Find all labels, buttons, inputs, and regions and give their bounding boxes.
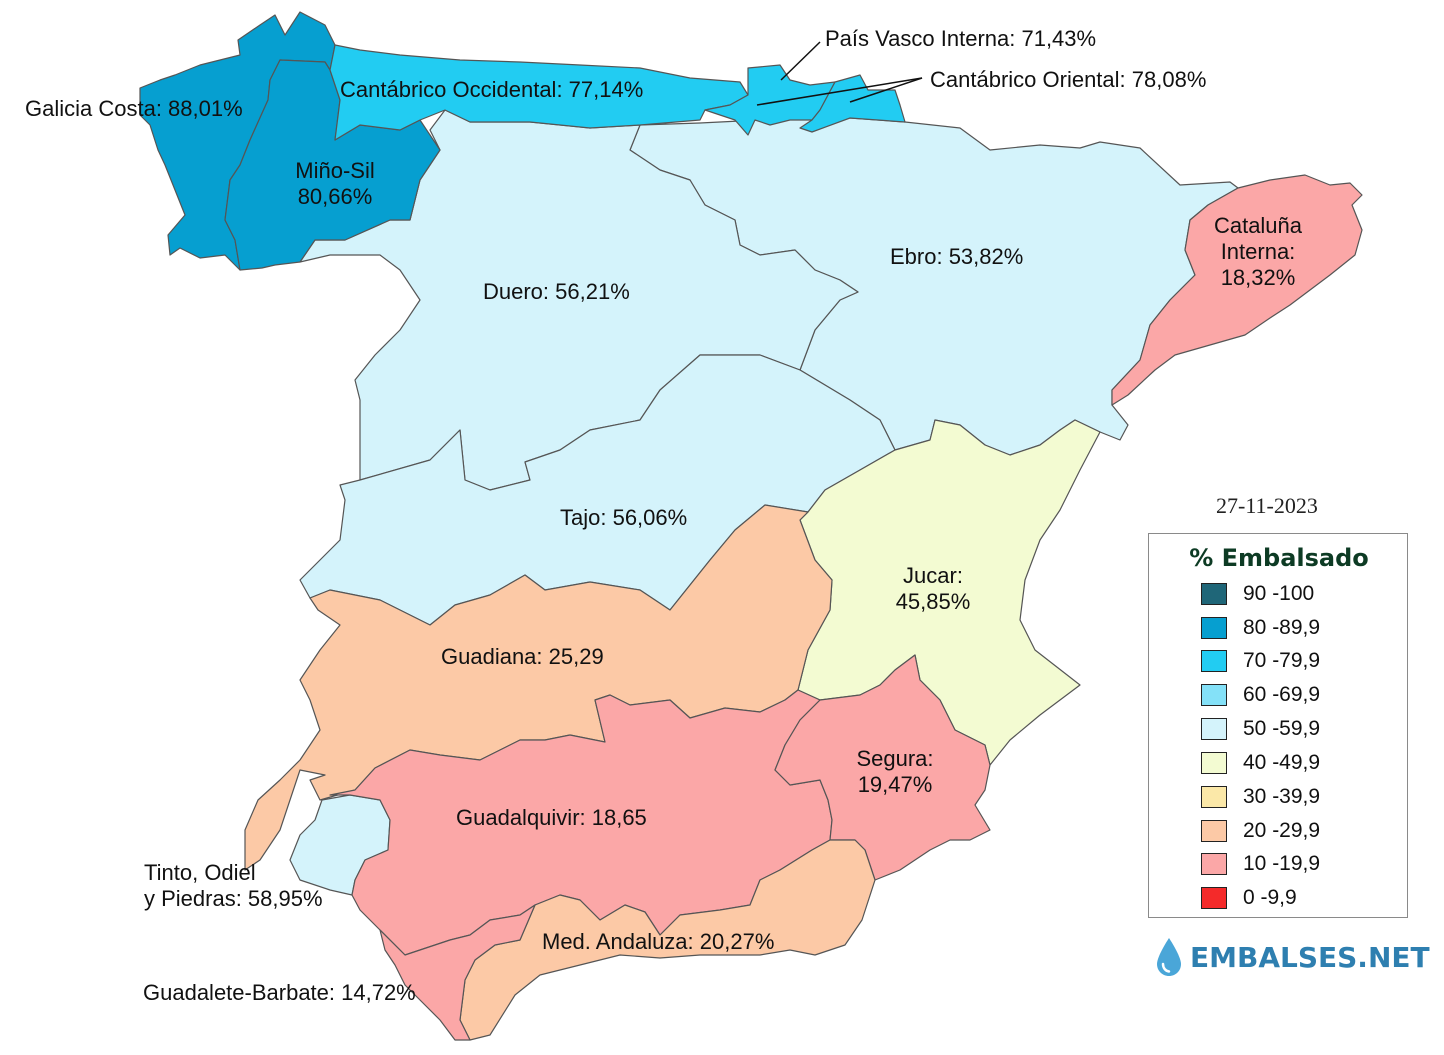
legend-swatch: [1201, 684, 1227, 706]
legend-item-label: 50 -59,9: [1243, 717, 1320, 741]
label-med-andaluza: Med. Andaluza: 20,27%: [542, 929, 774, 955]
label-cant-ori: Cantábrico Oriental: 78,08%: [930, 67, 1206, 93]
label-tinto: Tinto, Odiel y Piedras: 58,95%: [144, 860, 323, 912]
legend-title: % Embalsado: [1149, 544, 1409, 572]
label-cataluna: Cataluña Interna: 18,32%: [1198, 213, 1318, 291]
label-tajo: Tajo: 56,06%: [560, 505, 687, 531]
legend-swatch: [1201, 718, 1227, 740]
label-jucar: Jucar: 45,85%: [878, 563, 988, 615]
label-cant-occ: Cantábrico Occidental: 77,14%: [340, 77, 643, 103]
brand-name: EMBALSES.NET: [1190, 941, 1430, 974]
legend-item: 80 -89,9: [1201, 615, 1320, 641]
legend-item-label: 60 -69,9: [1243, 683, 1320, 707]
date-label: 27-11-2023: [1216, 493, 1318, 519]
label-segura-name: Segura:: [840, 746, 950, 772]
legend-swatch: [1201, 583, 1227, 605]
legend-item-label: 80 -89,9: [1243, 616, 1320, 640]
legend-swatch: [1201, 752, 1227, 774]
legend-swatch: [1201, 853, 1227, 875]
label-jucar-value: 45,85%: [878, 589, 988, 615]
label-guadiana: Guadiana: 25,29: [441, 644, 604, 670]
legend-item-label: 90 -100: [1243, 582, 1314, 606]
brand-logo: EMBALSES.NET: [1154, 936, 1430, 978]
label-cataluna-name: Cataluña: [1198, 213, 1318, 239]
legend-item-label: 40 -49,9: [1243, 751, 1320, 775]
legend: % Embalsado 90 -100 80 -89,9 70 -79,9 60…: [1148, 533, 1408, 918]
legend-item-label: 70 -79,9: [1243, 649, 1320, 673]
label-duero: Duero: 56,21%: [483, 279, 630, 305]
legend-swatch: [1201, 887, 1227, 909]
label-cataluna-value: 18,32%: [1198, 265, 1318, 291]
label-guadalete: Guadalete-Barbate: 14,72%: [143, 980, 416, 1006]
legend-item: 20 -29,9: [1201, 818, 1320, 844]
label-segura: Segura: 19,47%: [840, 746, 950, 798]
legend-swatch: [1201, 650, 1227, 672]
legend-item: 90 -100: [1201, 581, 1314, 607]
label-cataluna-name2: Interna:: [1198, 239, 1318, 265]
label-pais-vasco: País Vasco Interna: 71,43%: [825, 26, 1096, 52]
label-mino-sil-value: 80,66%: [285, 184, 385, 210]
label-galicia: Galicia Costa: 88,01%: [25, 96, 243, 122]
legend-swatch: [1201, 820, 1227, 842]
legend-item: 40 -49,9: [1201, 750, 1320, 776]
legend-item-label: 20 -29,9: [1243, 819, 1320, 843]
legend-item: 0 -9,9: [1201, 885, 1297, 911]
label-segura-value: 19,47%: [840, 772, 950, 798]
legend-item: 10 -19,9: [1201, 851, 1320, 877]
label-tinto-line1: Tinto, Odiel: [144, 860, 323, 886]
label-ebro: Ebro: 53,82%: [890, 244, 1023, 270]
label-mino-sil: Miño-Sil 80,66%: [285, 158, 385, 210]
label-guadalquivir: Guadalquivir: 18,65: [456, 805, 647, 831]
legend-item-label: 0 -9,9: [1243, 886, 1297, 910]
legend-item: 70 -79,9: [1201, 648, 1320, 674]
legend-item-label: 10 -19,9: [1243, 852, 1320, 876]
label-mino-sil-name: Miño-Sil: [285, 158, 385, 184]
legend-item: 30 -39,9: [1201, 784, 1320, 810]
legend-item-label: 30 -39,9: [1243, 785, 1320, 809]
label-tinto-line2: y Piedras: 58,95%: [144, 886, 323, 912]
leader-line: [781, 42, 820, 80]
label-jucar-name: Jucar:: [878, 563, 988, 589]
water-drop-icon: [1154, 936, 1184, 978]
legend-swatch: [1201, 786, 1227, 808]
legend-item: 60 -69,9: [1201, 682, 1320, 708]
legend-swatch: [1201, 617, 1227, 639]
legend-item: 50 -59,9: [1201, 716, 1320, 742]
